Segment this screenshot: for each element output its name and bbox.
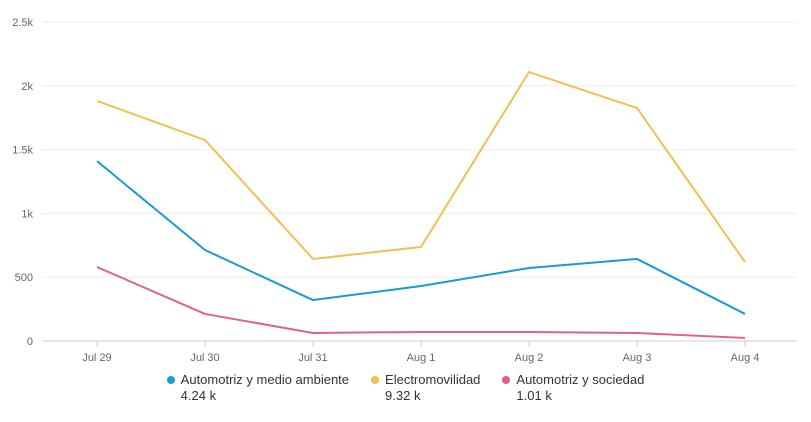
legend: Automotriz y medio ambiente 4.24 k Electr… bbox=[0, 372, 811, 404]
x-tick-label: Jul 31 bbox=[298, 352, 327, 364]
legend-label: Automotriz y sociedad bbox=[516, 372, 645, 387]
x-tick-label: Aug 4 bbox=[731, 352, 760, 364]
legend-dot-icon bbox=[502, 376, 511, 384]
legend-dot-icon bbox=[371, 376, 380, 384]
legend-total: 1.01 k bbox=[516, 388, 552, 403]
x-tick-label: Aug 1 bbox=[407, 352, 436, 364]
line-chart: 0 500 1k 1.5k 2k 2.5k Jul 29 Jul 30 Jul 31 Aug 1 A… bbox=[12, 17, 797, 364]
x-tick-label: Jul 30 bbox=[190, 352, 219, 364]
y-tick-label: 1.5k bbox=[12, 145, 33, 157]
series-line bbox=[96, 266, 746, 339]
legend-total: 9.32 k bbox=[385, 388, 421, 403]
x-tick-label: Aug 3 bbox=[623, 352, 652, 364]
y-tick-label: 0 bbox=[27, 336, 33, 348]
legend-item-automotriz-sociedad[interactable]: Automotriz y sociedad 1.01 k bbox=[502, 372, 644, 404]
legend-label: Automotriz y medio ambiente bbox=[180, 372, 350, 387]
legend-dot-icon bbox=[166, 376, 175, 384]
legend-label: Electromovilidad bbox=[385, 372, 481, 387]
legend-total: 4.24 k bbox=[180, 388, 217, 403]
y-tick-label: 1k bbox=[21, 208, 33, 220]
x-tick-label: Aug 2 bbox=[515, 352, 544, 364]
y-tick-label: 500 bbox=[15, 272, 33, 284]
legend-item-automotriz-medio-ambiente[interactable]: Automotriz y medio ambiente 4.24 k bbox=[166, 372, 350, 404]
y-tick-label: 2.5k bbox=[12, 17, 33, 29]
series-line bbox=[96, 160, 746, 315]
x-tick-label: Jul 29 bbox=[82, 352, 111, 364]
y-tick-label: 2k bbox=[21, 81, 33, 93]
legend-item-electromovilidad[interactable]: Electromovilidad 9.32 k bbox=[371, 372, 480, 404]
series-line bbox=[96, 71, 746, 263]
